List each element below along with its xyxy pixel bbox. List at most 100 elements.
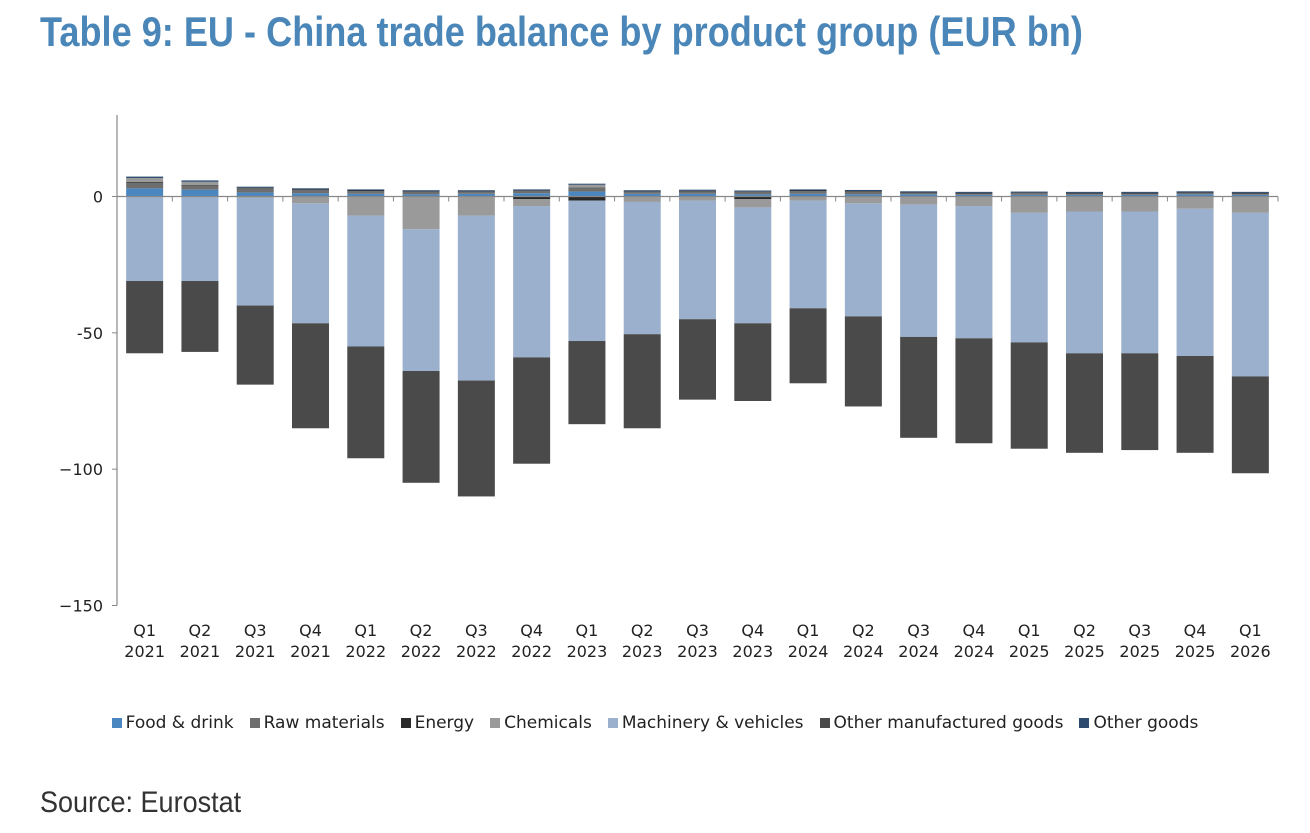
bar-segment <box>1176 194 1214 197</box>
bar-segment <box>457 215 495 381</box>
bar-segment <box>181 185 219 190</box>
bar-segment <box>955 193 993 195</box>
bar-segment <box>955 191 993 193</box>
bar-segment <box>292 189 329 190</box>
bar-segment <box>900 204 938 337</box>
bar-segment <box>1066 191 1103 193</box>
bar-segment <box>513 190 551 194</box>
bar-segment <box>1231 193 1269 195</box>
x-tick-label: Q4 2023 <box>732 621 773 661</box>
bar-segment <box>236 187 274 189</box>
bar-segment <box>347 346 385 459</box>
x-tick-label: Q1 2026 <box>1230 621 1271 661</box>
bar-segment <box>347 191 385 194</box>
bar-segment <box>126 188 164 197</box>
legend-item: Raw materials <box>249 713 385 733</box>
x-tick-label: Q4 2022 <box>511 621 552 661</box>
bar-segment <box>568 184 606 188</box>
bar-segment <box>292 189 329 194</box>
bar-segment <box>513 199 551 207</box>
bar-segment <box>1066 211 1103 354</box>
bar-segment <box>457 190 495 192</box>
legend-label: Raw materials <box>263 713 385 733</box>
y-tick-label: -50 <box>77 324 103 343</box>
legend-item: Machinery & vehicles <box>607 713 804 733</box>
bar-segment <box>568 341 606 425</box>
bar-segment <box>900 191 938 193</box>
bar-segment <box>623 334 661 429</box>
legend: Food & drink Raw materials Energy Chemicals… <box>0 713 1310 733</box>
legend-swatch <box>111 718 122 728</box>
bar-segment <box>181 196 219 282</box>
bar-segment <box>623 191 661 194</box>
x-tick-label: Q3 2022 <box>456 621 497 661</box>
x-tick-label: Q1 2025 <box>1009 621 1050 661</box>
bar-segment <box>679 319 716 400</box>
bar-segment <box>955 196 993 207</box>
bar-segment <box>292 193 329 197</box>
bar-segment <box>236 197 274 306</box>
bar-segment <box>513 193 551 197</box>
legend-label: Food & drink <box>125 713 234 733</box>
legend-item: Other manufactured goods <box>819 713 1064 733</box>
bar-segment <box>181 281 219 352</box>
bar-segment <box>1231 194 1269 197</box>
bar-segment <box>402 190 440 192</box>
legend-item: Food & drink <box>111 713 234 733</box>
bar-segment <box>734 323 772 401</box>
bar-segment <box>126 176 164 178</box>
bar-segment <box>955 338 993 444</box>
bar-segment <box>568 187 606 192</box>
bar-segment <box>623 201 661 335</box>
bar-segment <box>1176 196 1214 209</box>
bar-segment <box>1121 194 1159 197</box>
bar-segment <box>679 191 716 194</box>
bar-segment <box>900 194 938 197</box>
legend-swatch <box>400 718 411 728</box>
bar-segment <box>236 188 274 193</box>
x-tick-label: Q3 2024 <box>898 621 939 661</box>
x-tick-label: Q2 2022 <box>401 621 442 661</box>
bar-segment <box>1121 192 1159 194</box>
legend-label: Energy <box>414 713 475 733</box>
bar-segment <box>236 186 274 188</box>
bar-segment <box>1231 376 1269 474</box>
bar-segment <box>126 177 164 183</box>
bar-segment <box>181 181 219 186</box>
bar-segment <box>568 191 606 197</box>
bar-segment <box>347 215 385 347</box>
bar-segment <box>402 191 440 195</box>
bar-segment <box>457 193 495 197</box>
bar-segment <box>1121 196 1159 212</box>
bar-segment <box>789 193 827 197</box>
x-tick-label: Q4 2021 <box>290 621 331 661</box>
bar-segment <box>1010 191 1048 193</box>
bar-segment <box>1231 191 1269 193</box>
bar-segment <box>347 193 385 197</box>
bar-segment <box>181 180 219 182</box>
bar-segment <box>236 192 274 197</box>
bar-segment <box>1176 192 1214 195</box>
x-tick-label: Q1 2024 <box>788 621 829 661</box>
bar-segment <box>789 191 827 194</box>
x-tick-label: Q3 2021 <box>235 621 276 661</box>
bar-segment <box>679 200 716 320</box>
bar-segment <box>623 191 661 192</box>
bar-segment <box>513 357 551 464</box>
bar-segment <box>1010 193 1048 195</box>
bar-segment <box>292 203 329 324</box>
bar-segment <box>844 203 882 317</box>
x-tick-label: Q2 2021 <box>180 621 221 661</box>
bar-segment <box>402 191 440 192</box>
bar-segment <box>126 182 164 183</box>
bar-segment <box>955 194 993 197</box>
legend-label: Machinery & vehicles <box>621 713 804 733</box>
x-tick-label: Q1 2023 <box>567 621 608 661</box>
bar-segment <box>457 191 495 192</box>
bar-segment <box>513 206 551 358</box>
bar-segment <box>900 336 938 438</box>
bar-segment <box>1010 196 1048 213</box>
legend-label: Other manufactured goods <box>833 713 1064 733</box>
bar-segment <box>292 188 329 190</box>
bar-segment <box>402 371 440 483</box>
